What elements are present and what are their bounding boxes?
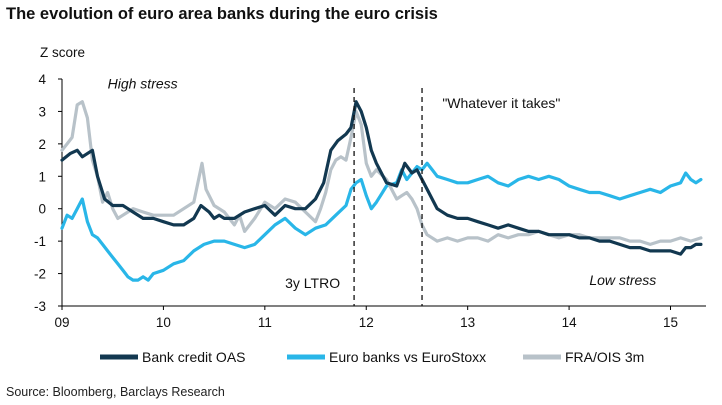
y-tick-label: 3 (38, 104, 46, 119)
y-tick-label: -2 (34, 267, 46, 282)
series-line-euro-banks-vs-eurostoxx (60, 161, 703, 282)
x-tick-label: 14 (562, 315, 578, 330)
annotation-text: High stress (108, 76, 178, 92)
y-tick-label: 4 (38, 72, 46, 87)
series-line-bank-credit-oas (60, 100, 703, 256)
annotation-text: 3y LTRO (285, 275, 340, 291)
x-tick-label: 12 (359, 315, 374, 330)
annotation-text: "Whatever it takes" (442, 95, 560, 111)
y-tick-label: -3 (34, 299, 46, 314)
annotations: High stress "Whatever it takes" 3y LTRO Low… (108, 76, 656, 306)
legend-label: Bank credit OAS (142, 349, 246, 365)
x-tick-label: 15 (663, 315, 678, 330)
source-note: Source: Bloomberg, Barclays Research (6, 385, 225, 399)
series-layer (60, 100, 703, 282)
y-tick-label: -1 (34, 234, 46, 249)
y-tick-label: 1 (38, 169, 46, 184)
annotation-text: Low stress (589, 272, 656, 288)
y-axis-label: Z score (40, 45, 85, 60)
legend: Bank credit OAS Euro banks vs EuroStoxx FR… (100, 349, 644, 365)
chart-title: The evolution of euro area banks during … (6, 5, 438, 23)
x-tick-label: 10 (156, 315, 171, 330)
x-tick-label: 13 (460, 315, 475, 330)
legend-label: FRA/OIS 3m (565, 349, 644, 365)
y-tick-label: 0 (38, 202, 46, 217)
x-tick-label: 09 (54, 315, 69, 330)
x-tick-label: 11 (258, 315, 272, 330)
y-tick-label: 2 (38, 137, 46, 152)
legend-label: Euro banks vs EuroStoxx (329, 349, 486, 365)
